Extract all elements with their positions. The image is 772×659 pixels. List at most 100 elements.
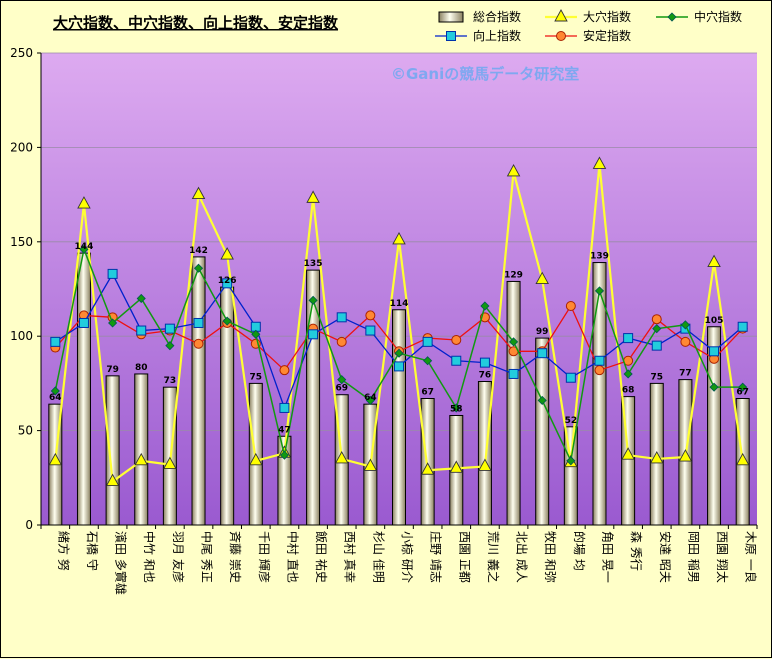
- legend-swatch: [438, 11, 464, 23]
- bar-value-label: 67: [736, 388, 749, 398]
- series-point: [535, 271, 549, 285]
- series-point: [623, 369, 633, 379]
- legend-item: 向上指数: [435, 28, 521, 43]
- series-point: [193, 317, 204, 328]
- bar-value-label: 64: [364, 393, 377, 403]
- bar-value-label: 126: [218, 276, 237, 286]
- x-tick-label: 牧田 和弥: [543, 531, 558, 583]
- series-point: [623, 333, 634, 344]
- series-point: [709, 382, 719, 392]
- bar-value-label: 47: [278, 425, 291, 435]
- series-point: [336, 312, 347, 323]
- legend-label: 総合指数: [473, 9, 521, 24]
- bar: [306, 269, 321, 526]
- legend-marker: [554, 9, 568, 22]
- series-point: [363, 458, 378, 471]
- series-point: [334, 450, 349, 464]
- x-tick-label: 斉藤 崇史: [228, 531, 243, 583]
- series-point: [680, 320, 690, 330]
- bar-value-label: 75: [650, 372, 663, 382]
- series-point: [423, 356, 433, 366]
- legend-marker: [667, 12, 677, 22]
- legend-item: 中穴指数: [656, 9, 742, 24]
- series-point: [478, 458, 492, 471]
- series-point: [451, 403, 461, 413]
- bar-series: [48, 252, 750, 526]
- bar-value-label: 79: [106, 365, 119, 375]
- bar-value-label: 135: [304, 259, 323, 269]
- series-point: [165, 341, 175, 351]
- series-point: [506, 164, 521, 177]
- bar: [477, 381, 492, 526]
- series-point: [279, 365, 290, 376]
- series-point: [365, 325, 376, 336]
- series-point: [78, 317, 89, 328]
- series-point: [163, 456, 177, 470]
- bar-value-label: 67: [421, 388, 434, 398]
- x-tick-label: 飯田 祐史: [314, 531, 329, 583]
- y-tick-label: 250: [10, 46, 33, 60]
- x-tick-label: 荒川 義之: [486, 531, 501, 583]
- series-point: [651, 314, 662, 325]
- series-point: [621, 447, 635, 460]
- series-point: [738, 382, 748, 392]
- series-point: [565, 372, 576, 383]
- series-point: [537, 348, 548, 359]
- series-point: [308, 329, 319, 340]
- line-series-group: [50, 244, 748, 466]
- legend-label: 中穴指数: [694, 9, 742, 24]
- bar: [392, 309, 406, 526]
- series-point: [592, 156, 607, 169]
- series-point: [164, 323, 175, 334]
- x-tick-label: 西村 真幸: [343, 531, 357, 583]
- x-tick-label: 西園 正都: [457, 531, 471, 583]
- x-tick-label: 中竹 和也: [142, 531, 157, 583]
- y-tick-label: 150: [10, 235, 33, 249]
- series-point: [77, 196, 91, 209]
- bar-value-label: 99: [536, 327, 549, 337]
- legend-marker: [446, 31, 456, 41]
- bar-value-label: 52: [565, 416, 578, 426]
- y-tick-label: 100: [10, 329, 33, 343]
- series-point: [279, 450, 290, 460]
- bar-value-label: 64: [49, 393, 62, 403]
- series-point: [451, 334, 462, 345]
- y-axis: 0 50 100 150 200 250: [10, 46, 42, 532]
- x-axis: 緒方 努石橋 守 濱田 多實雄 中竹 和也 羽月 友彦 中尾 秀正 斉藤 崇史 千田 輝彦中…: [40, 524, 759, 595]
- series-point: [50, 386, 60, 396]
- x-tick-label: 杉山 佳明: [371, 531, 385, 583]
- series-point: [308, 295, 318, 305]
- series-point: [650, 450, 664, 464]
- series-point: [508, 337, 519, 347]
- x-tick-label: 的場 均: [572, 531, 587, 571]
- series-point: [594, 286, 605, 296]
- series-point: [134, 452, 148, 466]
- bar: [535, 337, 550, 526]
- bar-value-label: 75: [250, 372, 263, 382]
- legend-label: 大穴指数: [583, 9, 631, 24]
- series-point: [678, 449, 693, 462]
- series-point: [652, 324, 662, 334]
- bar: [563, 426, 578, 526]
- bar: [506, 280, 521, 526]
- series-point: [707, 254, 721, 268]
- legend-item: 安定指数: [545, 28, 631, 43]
- x-tick-label: 羽月 友彦: [171, 531, 186, 583]
- series-point: [191, 186, 206, 200]
- bar: [134, 373, 149, 526]
- series-point: [420, 462, 435, 475]
- series-point: [220, 247, 234, 260]
- series-point: [449, 460, 464, 473]
- series-point: [108, 318, 118, 328]
- series-point: [193, 263, 204, 273]
- bar: [105, 375, 120, 526]
- bar-value-label: 139: [590, 252, 609, 262]
- series-point: [594, 355, 605, 366]
- bar-value-label: 58: [450, 404, 463, 414]
- series-point: [737, 321, 748, 332]
- series-point: [193, 338, 204, 349]
- series-point: [337, 375, 347, 385]
- bar-value-label: 114: [390, 299, 409, 309]
- line-series-group: [50, 268, 748, 413]
